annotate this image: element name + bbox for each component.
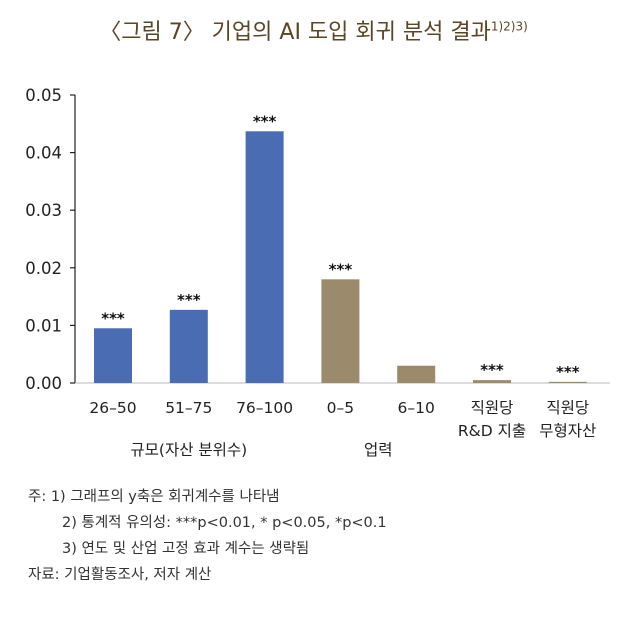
significance-label: *** <box>556 363 580 381</box>
source-note: 자료: 기업활동조사, 저자 계산 <box>28 567 212 583</box>
bar-chart: 0.000.010.020.030.040.05 ***************… <box>25 86 610 459</box>
x-tick-label: 직원당 <box>546 399 589 417</box>
note-1: 주: 1) 그래프의 y축은 회귀계수를 나타냄 <box>28 489 280 505</box>
note-2: 2) 통계적 유의성: ***p<0.01, * p<0.05, *p<0.1 <box>62 515 387 531</box>
bar <box>397 365 436 383</box>
bar <box>473 380 511 383</box>
significance-label: *** <box>253 112 277 130</box>
group-label: 업력 <box>364 441 393 459</box>
y-tick-label: 0.05 <box>25 86 62 105</box>
y-tick-label: 0.03 <box>25 201 62 220</box>
group-label: 규모(자산 분위수) <box>130 441 247 459</box>
chart-title-text: 〈그림 7〉 기업의 AI 도입 회귀 분석 결과 <box>99 20 491 45</box>
x-tick-label: 26–50 <box>89 399 136 417</box>
x-tick-label: 51–75 <box>165 399 212 417</box>
x-tick-label: 76–100 <box>236 399 293 417</box>
chart-title: 〈그림 7〉 기업의 AI 도입 회귀 분석 결과1)2)3) <box>0 14 627 46</box>
x-tick-label: 직원당 <box>471 399 514 417</box>
x-tick-label: 무형자산 <box>539 422 596 440</box>
y-tick-label: 0.04 <box>25 144 62 163</box>
significance-label: *** <box>480 361 504 379</box>
chart-title-footnote-marks: 1)2)3) <box>490 19 528 34</box>
x-tick-label: R&D 지출 <box>458 422 526 440</box>
x-tick-label: 0–5 <box>327 399 354 417</box>
note-3: 3) 연도 및 산업 고정 효과 계수는 생략됨 <box>62 541 310 557</box>
y-tick-label: 0.01 <box>25 316 62 335</box>
bars: *** *** *** *** *** *** <box>94 112 587 383</box>
y-tick-label: 0.02 <box>25 259 62 278</box>
x-tick-label: 6–10 <box>398 399 435 417</box>
notes: 주: 1) 그래프의 y축은 회귀계수를 나타냄 2) 통계적 유의성: ***… <box>28 484 387 588</box>
significance-label: *** <box>329 260 353 278</box>
y-tick-label: 0.00 <box>25 374 62 393</box>
significance-label: *** <box>101 309 125 327</box>
bar <box>245 131 284 383</box>
bar <box>321 279 360 383</box>
group-labels: 규모(자산 분위수) 업력 <box>130 441 392 459</box>
bar <box>94 328 132 383</box>
bar <box>548 381 587 383</box>
bar <box>169 309 208 383</box>
significance-label: *** <box>177 291 201 309</box>
